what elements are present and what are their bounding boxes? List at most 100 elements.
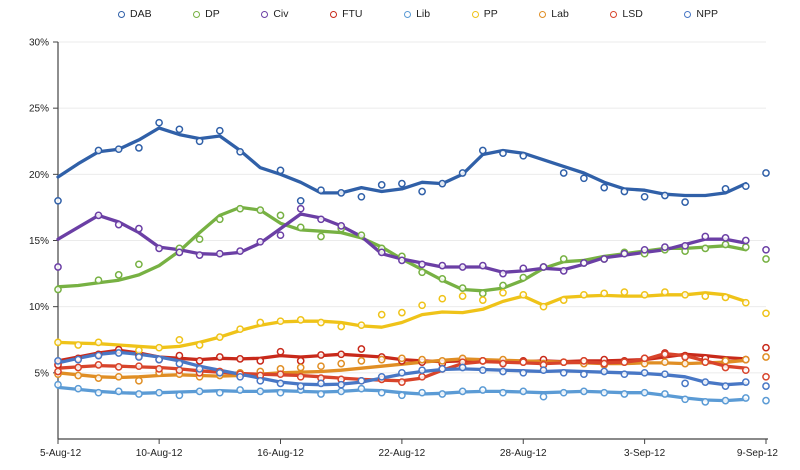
data-point-civ [559, 267, 568, 275]
data-point-lib [559, 388, 568, 397]
x-axis-label: 9-Sep-12 [737, 448, 779, 459]
data-point-lib [418, 388, 426, 397]
data-point-dab [721, 185, 730, 193]
trend-line-dab [56, 126, 748, 198]
data-point-dab [377, 181, 386, 189]
y-axis-label: 5% [35, 368, 50, 379]
data-point-lib [377, 388, 386, 397]
legend-label: Civ [273, 8, 289, 20]
data-point-dp [519, 273, 528, 282]
data-point-npp [580, 370, 588, 379]
x-axis-label: 22-Aug-12 [379, 448, 426, 459]
data-point-pp [620, 288, 629, 296]
data-point-civ [195, 251, 204, 259]
data-point-dab [499, 149, 507, 158]
data-point-lab [398, 354, 406, 363]
data-point-civ [236, 247, 244, 255]
data-point-ftu [215, 353, 224, 361]
data-point-lsd [620, 358, 629, 367]
data-point-dp [276, 211, 285, 220]
data-point-npp [236, 372, 244, 381]
data-point-civ [54, 263, 62, 271]
legend-label: NPP [696, 8, 718, 20]
data-point-dab [478, 146, 487, 155]
data-point-npp [762, 382, 770, 390]
legend-label: DAB [130, 8, 152, 20]
data-point-dp [236, 204, 244, 213]
data-point-pp [256, 318, 265, 327]
data-point-dab [519, 151, 528, 160]
data-point-ftu [276, 347, 285, 356]
data-point-lsd [135, 362, 143, 371]
data-point-dab [337, 189, 346, 197]
data-point-lib [195, 387, 204, 396]
data-point-npp [195, 365, 204, 373]
data-point-lab [681, 359, 689, 368]
data-point-pp [519, 290, 528, 299]
y-axis-label: 30% [29, 38, 49, 49]
data-point-dab [559, 169, 568, 177]
data-point-lab [317, 362, 325, 371]
data-point-dp [195, 235, 204, 244]
data-point-pp [499, 288, 507, 297]
data-point-dab [236, 147, 244, 156]
data-point-lsd [114, 363, 123, 371]
chart-legend: DAB DP Civ FTU Lib PP Lab LSD NPP [118, 9, 718, 20]
data-point-pp [317, 318, 325, 327]
data-point-lsd [418, 372, 426, 381]
data-point-lab [74, 371, 83, 380]
data-point-lib [357, 384, 366, 393]
x-axis-label: 3-Sep-12 [624, 448, 666, 459]
data-point-lib [539, 392, 548, 401]
data-point-npp [114, 349, 123, 357]
legend-item-dab: DAB [118, 9, 152, 20]
data-point-dab [317, 186, 325, 195]
data-point-npp [438, 365, 447, 373]
legend-item-lib: Lib [404, 9, 430, 20]
data-point-lib [175, 391, 184, 400]
legend-label: Lab [551, 8, 569, 20]
data-point-lib [721, 396, 730, 405]
data-point-lsd [580, 357, 588, 365]
data-point-pp [478, 296, 487, 304]
data-point-dp [478, 289, 487, 298]
data-point-pp [54, 338, 62, 347]
data-point-pp [236, 325, 244, 334]
data-point-lsd [54, 367, 62, 376]
data-point-civ [398, 256, 406, 265]
data-point-civ [640, 245, 649, 254]
x-axis-label: 16-Aug-12 [257, 448, 304, 459]
data-point-pp [175, 335, 184, 344]
data-point-dab [418, 187, 426, 196]
data-point-lab [377, 355, 386, 364]
data-point-dab [114, 145, 123, 154]
data-point-lab [135, 376, 143, 385]
data-point-dp [296, 223, 305, 232]
data-point-lib [458, 387, 467, 396]
data-point-dp [762, 255, 770, 263]
data-point-dp [114, 271, 123, 279]
data-point-npp [418, 366, 426, 375]
data-point-civ [478, 261, 487, 270]
data-point-lsd [478, 357, 487, 365]
data-point-lsd [499, 359, 507, 368]
data-point-civ [762, 245, 770, 254]
data-point-lib [155, 388, 163, 397]
data-point-pp [640, 290, 649, 299]
data-point-pp [438, 294, 447, 303]
data-point-lib [236, 386, 244, 394]
data-point-lib [135, 390, 143, 398]
data-point-lib [398, 391, 406, 400]
data-point-dp [357, 231, 366, 240]
y-axis-label: 25% [29, 104, 49, 115]
data-point-dab [398, 179, 406, 188]
data-point-pp [377, 310, 386, 319]
data-point-lib [519, 387, 528, 396]
data-point-civ [721, 234, 730, 242]
data-point-dp [94, 276, 103, 285]
data-point-ftu [337, 350, 346, 359]
data-point-dab [580, 174, 588, 183]
data-point-lsd [276, 370, 285, 379]
